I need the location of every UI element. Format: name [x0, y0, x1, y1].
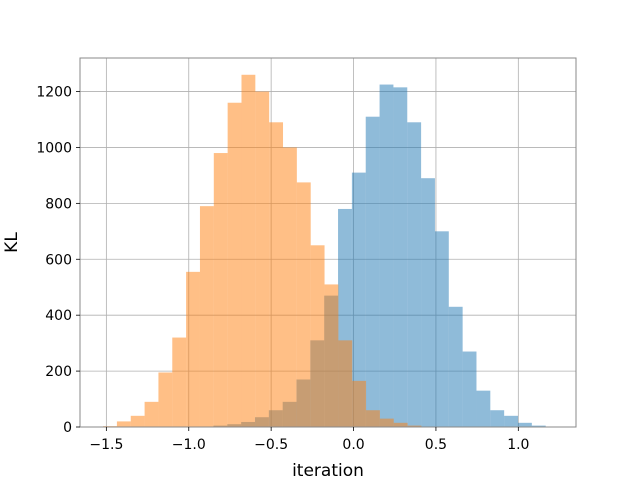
series-1 [103, 74, 422, 428]
x-tick-label-2: −0.5 [254, 437, 288, 453]
x-tick-label-1: −1.0 [172, 437, 206, 453]
bar-s1-8 [213, 153, 228, 427]
bar-s0-14 [407, 122, 422, 427]
bar-s1-13 [283, 147, 297, 428]
bar-s0-13 [393, 87, 408, 428]
bar-s0-23 [531, 425, 546, 427]
bar-s1-9 [227, 102, 242, 428]
x-axis-ticks: −1.5 −1.0 −0.5 0.0 0.5 1.0 [89, 427, 529, 453]
y-tick-label-0: 0 [63, 420, 72, 436]
bar-s0-12 [379, 84, 394, 427]
y-tick-label-4: 800 [45, 196, 72, 212]
y-axis-label: KL [2, 232, 22, 253]
bar-s1-12 [269, 122, 284, 427]
bar-s1-21 [393, 422, 408, 427]
x-axis-label: iteration [292, 461, 364, 480]
y-axis-ticks: 0 200 400 600 800 1000 1200 [36, 85, 80, 436]
x-tick-label-3: 0.0 [342, 437, 364, 453]
bar-s1-19 [366, 410, 380, 427]
histogram-bars [103, 74, 546, 428]
bar-s1-6 [186, 271, 200, 427]
bar-s1-16 [324, 284, 339, 427]
bar-s1-20 [379, 418, 394, 427]
bar-s0-15 [421, 178, 435, 427]
bar-s0-17 [448, 306, 463, 427]
bar-s0-22 [517, 422, 532, 427]
y-tick-label-6: 1200 [36, 85, 72, 101]
bar-s0-18 [462, 351, 477, 427]
bar-s1-4 [158, 372, 173, 427]
bar-s1-17 [338, 340, 353, 427]
bar-s1-18 [352, 380, 367, 427]
bar-s0-10 [351, 172, 366, 427]
bar-s1-3 [144, 401, 159, 427]
bar-s1-2 [130, 415, 145, 427]
x-tick-label-0: −1.5 [89, 437, 123, 453]
bar-s1-11 [255, 91, 270, 427]
x-tick-label-4: 0.5 [425, 437, 447, 453]
bar-s1-14 [296, 182, 311, 427]
bar-s1-15 [310, 245, 325, 427]
bar-s0-20 [490, 410, 505, 427]
bar-s0-19 [476, 390, 491, 427]
bar-s0-16 [434, 231, 449, 427]
y-tick-label-1: 200 [45, 364, 72, 380]
bar-s1-22 [407, 425, 422, 427]
bar-s1-10 [241, 74, 256, 427]
y-tick-label-3: 600 [45, 252, 72, 268]
bar-s1-5 [172, 337, 187, 427]
bar-s0-21 [504, 415, 518, 427]
bar-s1-7 [199, 206, 214, 427]
x-tick-label-5: 1.0 [507, 437, 529, 453]
y-tick-label-5: 1000 [36, 140, 72, 156]
bar-s0-11 [365, 116, 380, 428]
bar-s1-1 [116, 421, 131, 427]
plot-frame [79, 57, 577, 428]
y-tick-label-2: 400 [45, 308, 72, 324]
